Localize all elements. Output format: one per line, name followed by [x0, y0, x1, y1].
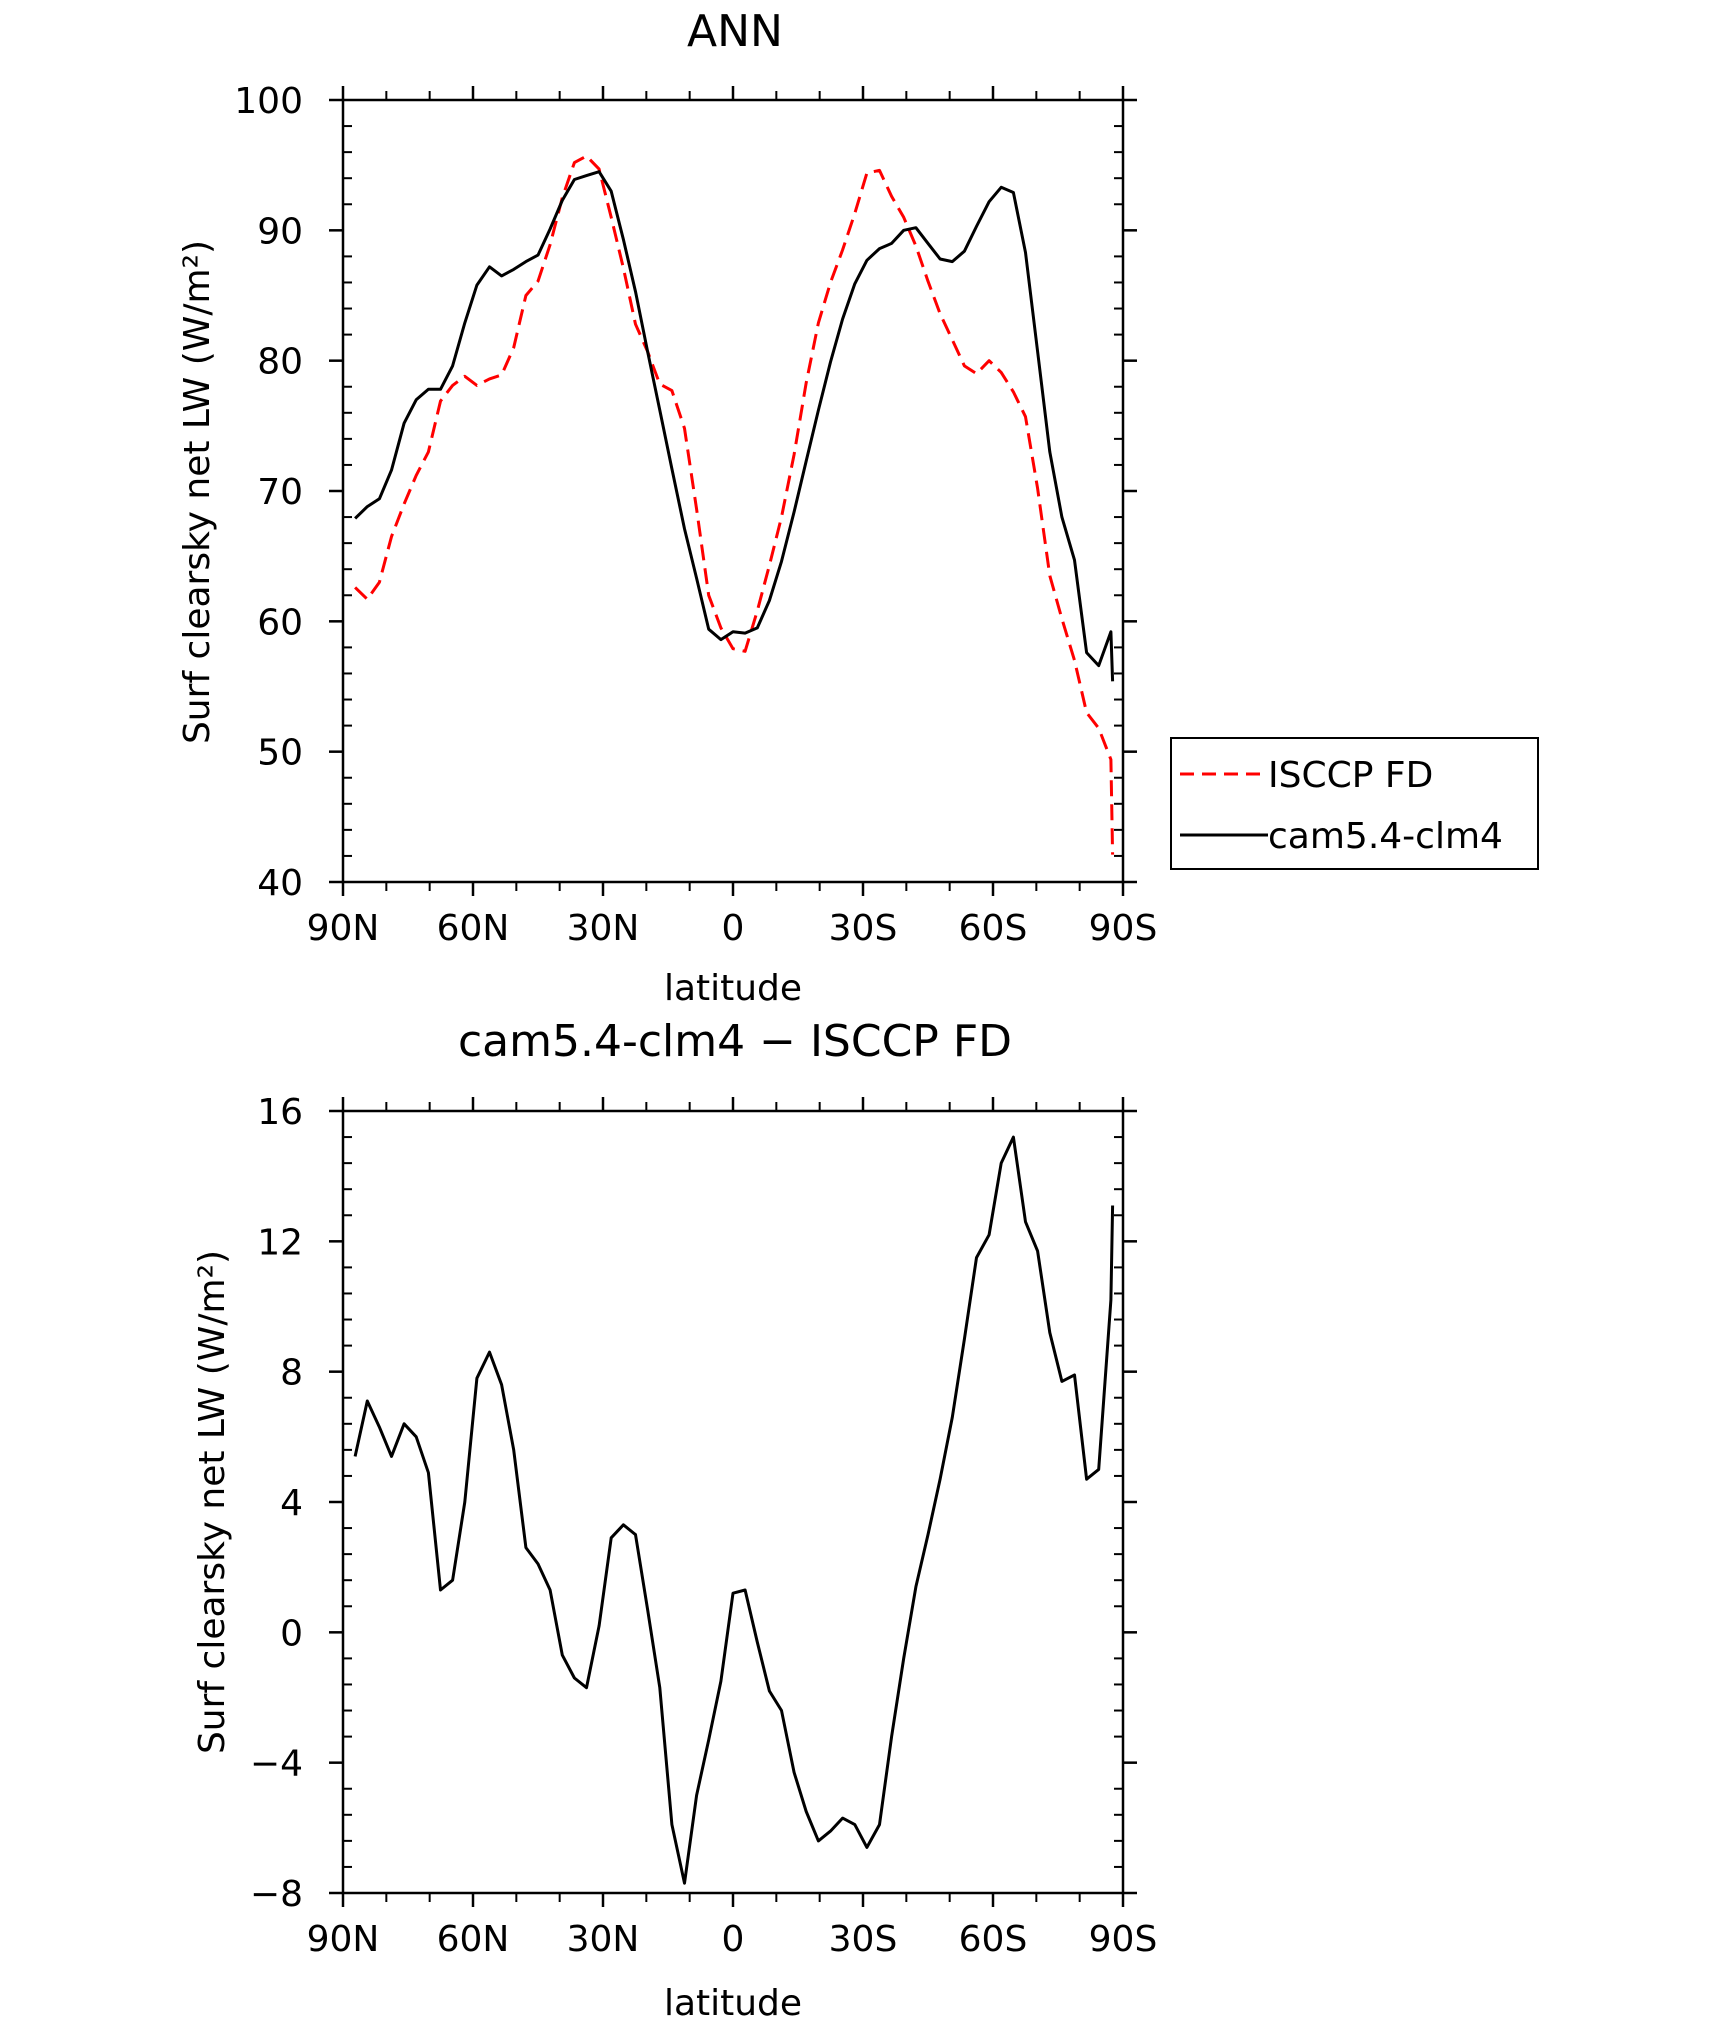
x-tick-label: 60N — [437, 908, 510, 949]
x-tick-label: 0 — [722, 1919, 745, 1960]
y-tick-label: 4 — [280, 1483, 303, 1524]
x-tick-label: 30N — [567, 1919, 640, 1960]
y-tick-label: 90 — [257, 211, 303, 252]
x-tick-label: 30N — [567, 908, 640, 949]
x-tick-label: 90S — [1089, 908, 1158, 949]
x-axis-label: latitude — [664, 1983, 802, 2021]
axis-ticks — [329, 86, 1137, 896]
y-tick-label: 50 — [257, 733, 303, 774]
y-tick-label: 60 — [257, 602, 303, 643]
y-tick-label: 16 — [257, 1092, 303, 1133]
legend-box — [1170, 737, 1539, 870]
plot-frame — [341, 1109, 1125, 1895]
x-tick-label: 90S — [1089, 1919, 1158, 1960]
x-tick-label: 90N — [307, 908, 380, 949]
series-line-cam5-4-clm4 — [354, 170, 1115, 682]
x-tick-label: 60N — [437, 1919, 510, 1960]
legend-label-cam5-4-clm4: cam5.4-clm4 — [1268, 816, 1503, 857]
difference-line — [353, 1135, 1115, 1885]
y-tick-label: 8 — [280, 1353, 303, 1394]
y-tick-label: 80 — [257, 342, 303, 383]
series-line-isccp-fd — [354, 154, 1115, 855]
x-tick-labels: 90N 60N 30N 0 30S 60S 90S — [307, 1919, 1158, 1960]
series-group — [354, 154, 1115, 855]
x-tick-label: 60S — [959, 1919, 1028, 1960]
y-tick-label: 100 — [234, 81, 303, 122]
y-tick-label: 70 — [257, 472, 303, 513]
x-tick-label: 60S — [959, 908, 1028, 949]
x-tick-label: 30S — [829, 1919, 898, 1960]
x-axis-label: latitude — [664, 968, 802, 1009]
x-tick-labels: 90N 60N 30N 0 30S 60S 90S — [307, 908, 1158, 949]
x-tick-label: 30S — [829, 908, 898, 949]
legend: ISCCP FD cam5.4-clm4 — [1170, 737, 1539, 870]
y-axis-label: Surf clearsky net LW (W/m²) — [192, 1250, 233, 1754]
chart-title: cam5.4-clm4 − ISCCP FD — [458, 1016, 1012, 1067]
y-tick-label: 40 — [257, 863, 303, 904]
legend-label-isccp-fd: ISCCP FD — [1268, 755, 1433, 796]
plot-frame — [341, 98, 1125, 884]
y-tick-label: −8 — [250, 1874, 303, 1915]
y-tick-label: 12 — [257, 1222, 303, 1263]
y-tick-labels: 40 50 60 70 80 90 100 — [234, 81, 303, 904]
chart-title: ANN — [687, 6, 783, 57]
axis-ticks — [329, 1097, 1137, 1907]
y-tick-labels: −8 −4 0 4 8 12 16 — [250, 1092, 303, 1915]
bottom-panel: cam5.4-clm4 − ISCCP FD −8 −4 0 4 8 12 16 90N 60… — [192, 1016, 1157, 2021]
y-axis-label: Surf clearsky net LW (W/m²) — [177, 240, 218, 744]
x-tick-label: 90N — [307, 1919, 380, 1960]
series-group — [353, 1135, 1115, 1885]
y-tick-label: −4 — [250, 1744, 303, 1785]
y-tick-label: 0 — [280, 1613, 303, 1654]
x-tick-label: 0 — [722, 908, 745, 949]
